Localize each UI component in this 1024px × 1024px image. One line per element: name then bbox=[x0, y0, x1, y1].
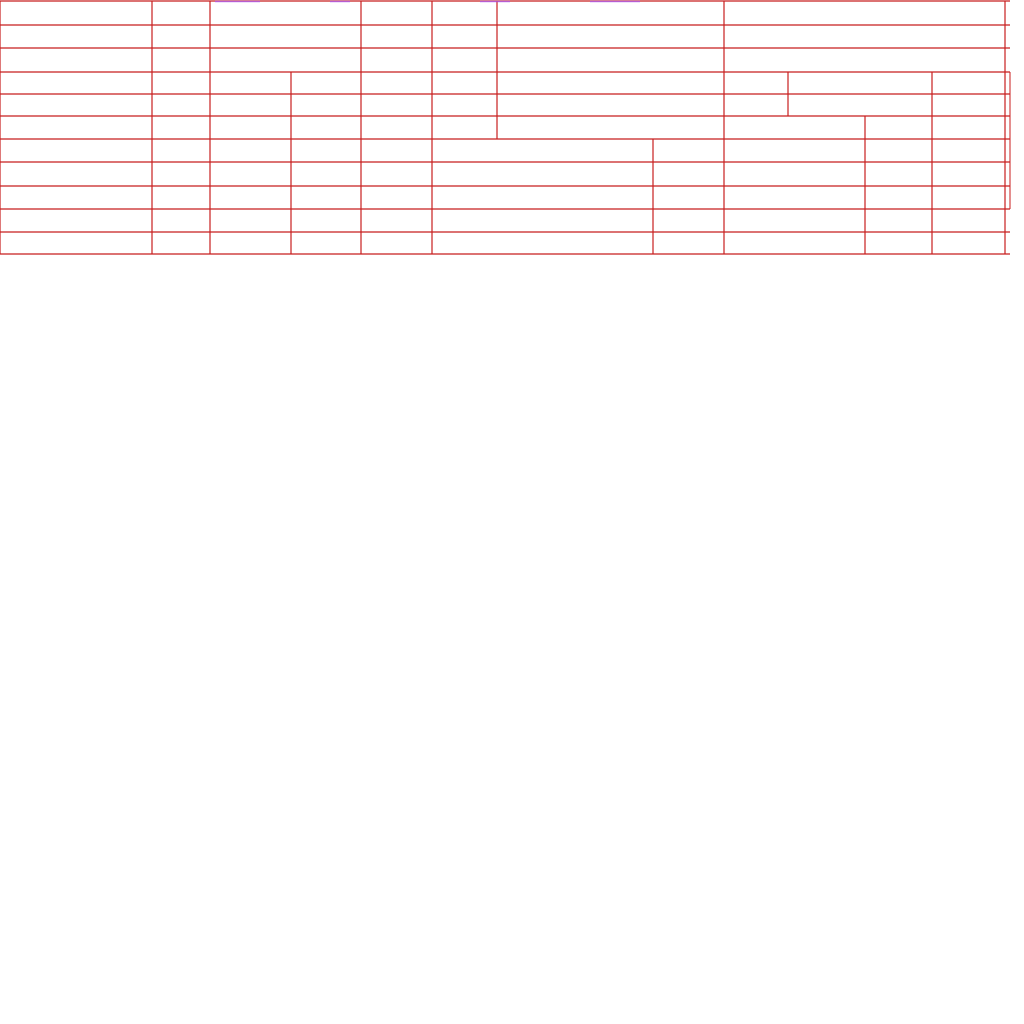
blank-page-area bbox=[0, 260, 1024, 1024]
ruled-table bbox=[0, 0, 1024, 260]
table-grid-lines bbox=[0, 0, 1011, 255]
